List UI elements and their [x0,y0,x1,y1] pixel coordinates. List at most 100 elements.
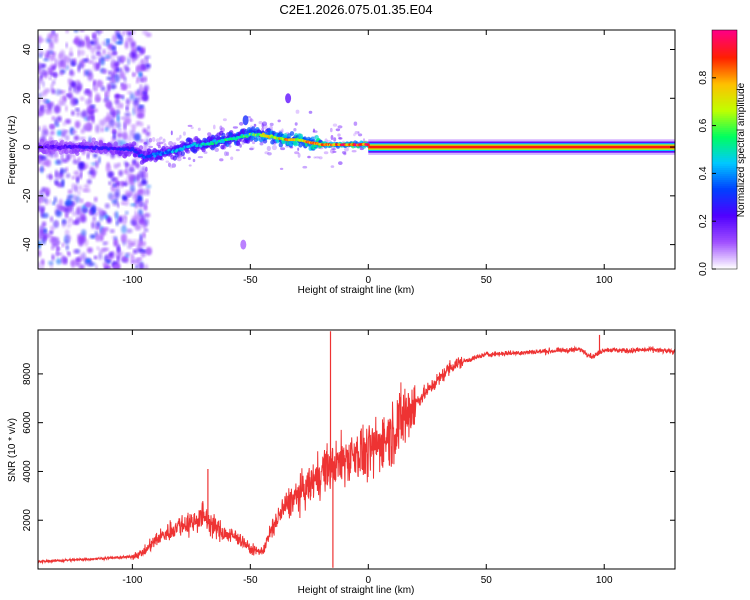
ridge-core [366,143,370,147]
ridge-halo [39,138,45,144]
noise-blob [54,179,59,186]
colorbar-cell [712,167,737,171]
noise-blob [102,261,108,268]
noise-blob [132,127,136,132]
noise-blob [71,176,76,180]
colorbar-cell [712,243,737,246]
noise-blob [82,188,87,193]
colorbar-cell [712,165,737,169]
ridge-halo [106,142,112,148]
noise-blob [79,215,87,223]
noise-blob [93,153,98,158]
noise-blob [78,205,82,211]
noise-blob [44,187,51,196]
ridge-halo [75,151,80,157]
colorbar-cell [712,83,737,87]
noise-blob [121,71,126,81]
noise-blob [86,247,93,254]
noise-blob [38,204,41,212]
noise-blob [232,126,238,129]
noise-blob [138,64,145,71]
noise-blob [302,165,308,169]
colorbar-cell [712,205,737,208]
noise-blob [111,71,114,80]
colorbar-cell [712,79,737,83]
noise-blob [129,180,135,186]
noise-blob [65,118,71,124]
figure-title: C2E1.2026.075.01.35.E04 [279,2,432,17]
noise-blob [48,199,51,205]
noise-blob [344,147,349,152]
colorbar-cell [712,67,737,71]
noise-blob [53,104,61,114]
noise-blob [357,131,360,134]
noise-blob [67,252,71,257]
noise-blob [139,139,145,143]
noise-blob [43,58,49,62]
noise-blob [130,260,135,264]
noise-blob [85,88,90,93]
x-tick-label: 50 [481,275,493,286]
noise-blob [130,253,135,262]
noise-blob [116,255,120,264]
colorbar-cell [712,253,737,256]
noise-blob [118,251,124,257]
noise-blob [54,221,59,227]
noise-blob [54,58,59,67]
colorbar-cell [712,199,737,202]
noise-blob [337,125,343,129]
noise-blob [219,158,224,162]
noise-blob [111,50,118,58]
colorbar-cell [712,117,737,121]
noise-blob [40,233,47,240]
noise-blob [266,145,271,152]
colorbar-cell [712,49,737,53]
noise-blob [168,141,174,146]
colorbar-cell [712,177,737,180]
noise-blob [313,156,317,159]
noise-blob [104,127,109,132]
noise-blob [148,137,153,143]
noise-blob [68,204,72,213]
noise-blob [187,157,191,161]
ridge-core [136,151,140,155]
colorbar-cell [712,143,737,147]
noise-blob [145,32,152,38]
noise-blob [134,258,140,264]
colorbar-cell [712,95,737,99]
noise-blob [197,156,203,159]
noise-blob [53,196,57,204]
noise-blob [182,156,186,160]
colorbar-cell [712,75,737,79]
noise-blob [126,134,133,142]
noise-blob [50,225,55,231]
noise-blob [169,166,173,169]
noise-blob [96,62,101,71]
ridge-halo [113,141,118,147]
noise-blob [76,110,81,117]
noise-blob [81,208,88,213]
noise-blob [98,252,103,260]
noise-blob [115,180,120,187]
colorbar-cell [712,125,737,129]
ridge-halo [289,131,295,136]
noise-blob [60,95,65,104]
noise-blob [97,45,102,51]
colorbar-cell [712,257,737,260]
noise-blob [143,142,147,145]
noise-blob [70,260,75,266]
noise-blob [70,81,77,88]
ridge-core [93,147,97,151]
noise-blob [176,156,182,162]
colorbar-cell [712,89,737,93]
noise-blob [49,132,52,140]
noise-blob [252,141,256,145]
noise-blob [125,162,128,171]
noise-blob [226,151,230,156]
noise-blob [138,200,145,209]
ridge-band [368,145,675,149]
noise-blob [358,133,363,137]
noise-blob [120,85,127,90]
noise-blob [138,258,142,262]
noise-blob [39,104,43,112]
